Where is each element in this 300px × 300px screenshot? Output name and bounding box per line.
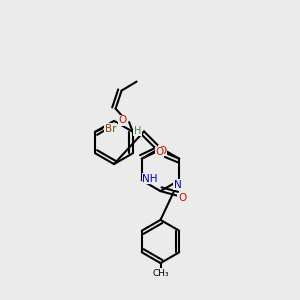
Text: H: H — [134, 126, 141, 136]
Text: N: N — [174, 180, 182, 190]
Text: NH: NH — [142, 174, 158, 184]
Text: Br: Br — [104, 124, 116, 134]
Text: O: O — [156, 147, 164, 157]
Text: CH₃: CH₃ — [152, 268, 169, 278]
Text: O: O — [158, 146, 166, 156]
Text: O: O — [118, 115, 127, 125]
Text: O: O — [178, 193, 186, 203]
